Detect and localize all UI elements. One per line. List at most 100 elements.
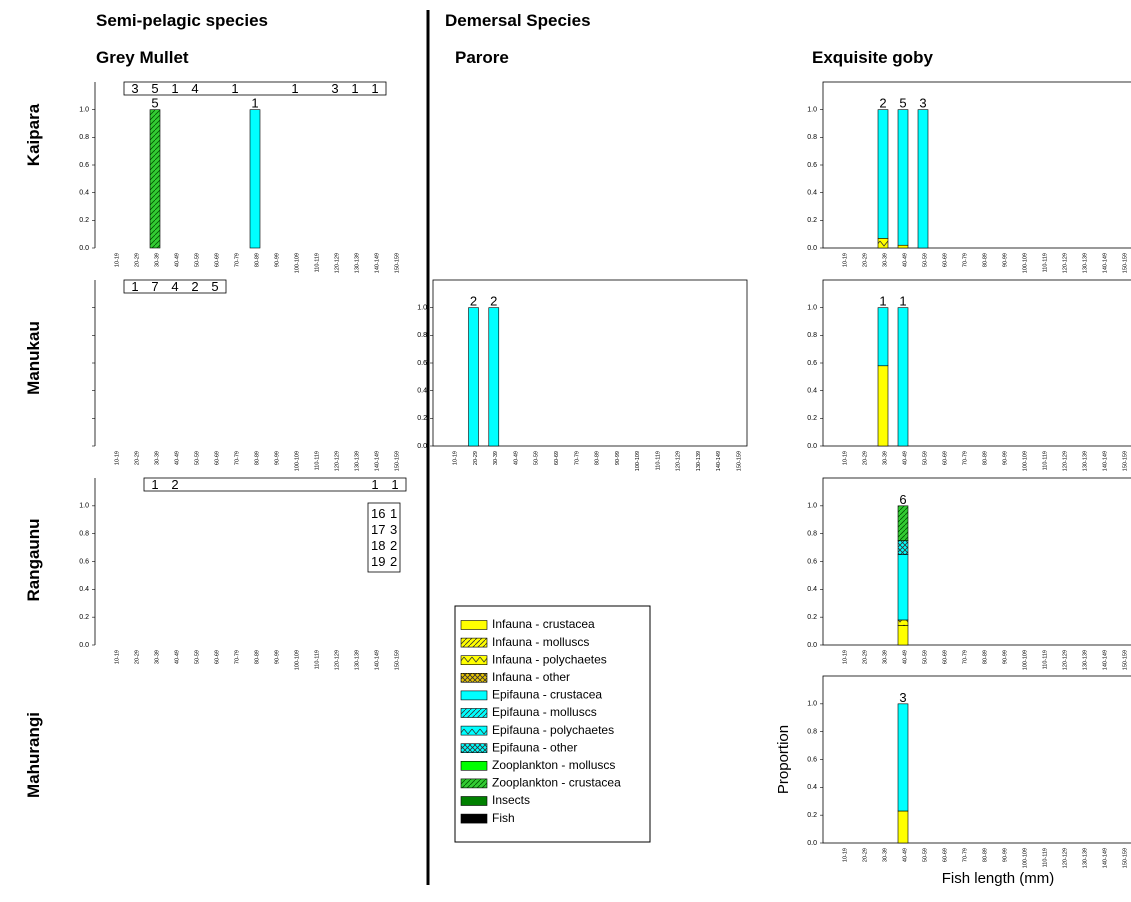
x-tick-label: 150-159	[1122, 848, 1128, 868]
x-tick-label: 10-19	[114, 650, 120, 664]
legend-label: Zooplankton - molluscs	[492, 758, 615, 772]
y-tick-label: 1.0	[807, 107, 817, 114]
x-tick-label: 10-19	[842, 848, 848, 862]
x-tick-label: 10-19	[842, 451, 848, 465]
legend-swatch	[460, 796, 488, 806]
x-tick-label: 90-99	[274, 650, 280, 664]
plot-frame	[822, 81, 1131, 249]
sample-size: 6	[899, 492, 906, 507]
x-tick-label: 30-39	[154, 650, 160, 664]
x-tick-label: 60-69	[214, 650, 220, 664]
bar-segment	[897, 619, 909, 626]
plot-frame	[822, 675, 1131, 844]
x-tick-label: 150-159	[394, 650, 400, 670]
count-label: 5	[211, 279, 218, 294]
x-tick-label: 50-59	[194, 451, 200, 465]
x-tick-label: 40-49	[174, 650, 180, 664]
legend-swatch	[460, 672, 488, 683]
sample-size: 2	[470, 294, 477, 309]
y-tick-label: 0.4	[79, 586, 89, 593]
y-tick-label: 0.8	[79, 531, 89, 538]
x-tick-label: 40-49	[902, 848, 908, 862]
count-label: 3	[331, 81, 338, 96]
x-tick-label: 130-139	[354, 451, 360, 471]
extra-count-value: 2	[390, 538, 397, 553]
x-tick-label: 90-99	[1002, 253, 1008, 267]
legend-label: Epifauna - crustacea	[492, 688, 602, 702]
x-tick-label: 50-59	[194, 650, 200, 664]
y-axis-label: Proportion	[775, 725, 792, 794]
extra-count-value: 3	[390, 522, 397, 537]
count-label: 1	[291, 81, 298, 96]
extra-count-box	[367, 502, 401, 573]
bar-segment	[468, 307, 479, 447]
y-tick-label: 0.4	[807, 586, 817, 593]
count-box	[143, 477, 407, 492]
x-tick-label: 140-149	[716, 451, 722, 471]
species-heading: Grey Mullet	[96, 48, 189, 67]
bar-segment	[897, 625, 909, 646]
x-tick-label: 30-39	[154, 451, 160, 465]
legend-swatch	[460, 620, 488, 630]
y-tick-label: 0.8	[807, 531, 817, 538]
sample-size: 2	[879, 96, 886, 111]
x-tick-label: 30-39	[154, 253, 160, 267]
x-tick-label: 40-49	[174, 253, 180, 267]
x-tick-label: 150-159	[1122, 650, 1128, 670]
legend-label: Epifauna - molluscs	[492, 705, 597, 719]
count-label: 1	[231, 81, 238, 96]
y-tick-label: 0.4	[807, 388, 817, 395]
count-label: 4	[191, 81, 198, 96]
bar-segment	[897, 810, 909, 844]
y-tick-label: 0.4	[807, 784, 817, 791]
y-tick-label: 0.8	[807, 332, 817, 339]
x-tick-label: 40-49	[902, 253, 908, 267]
x-tick-label: 100-109	[1022, 848, 1028, 868]
x-tick-label: 10-19	[842, 253, 848, 267]
x-tick-label: 80-89	[982, 451, 988, 465]
x-tick-label: 120-129	[676, 451, 682, 471]
x-tick-label: 130-139	[1082, 848, 1088, 868]
count-label: 7	[151, 279, 158, 294]
location-label: Manukau	[24, 321, 43, 395]
extra-count-length: 18	[371, 538, 385, 553]
x-tick-label: 70-79	[574, 451, 580, 465]
count-label: 1	[171, 81, 178, 96]
y-tick-label: 0.6	[417, 360, 427, 367]
bar-segment	[897, 505, 909, 541]
count-label: 1	[151, 477, 158, 492]
extra-count-length: 16	[371, 506, 385, 521]
x-tick-label: 80-89	[982, 650, 988, 664]
y-tick-label: 0.0	[807, 840, 817, 847]
x-tick-label: 70-79	[234, 451, 240, 465]
x-tick-label: 80-89	[254, 451, 260, 465]
sample-size: 1	[251, 96, 258, 111]
sample-size: 1	[879, 294, 886, 309]
x-tick-label: 130-139	[354, 650, 360, 670]
bar-segment	[897, 109, 909, 246]
x-tick-label: 40-49	[902, 650, 908, 664]
x-tick-label: 30-39	[882, 451, 888, 465]
group-heading: Semi-pelagic species	[96, 11, 268, 30]
x-tick-label: 70-79	[234, 253, 240, 267]
x-tick-label: 20-29	[134, 253, 140, 267]
count-label: 2	[171, 477, 178, 492]
y-tick-label: 0.8	[807, 134, 817, 141]
y-tick-label: 0.4	[807, 190, 817, 197]
bar-segment	[897, 307, 909, 447]
legend-label: Insects	[492, 793, 530, 807]
x-tick-label: 150-159	[736, 451, 742, 471]
x-tick-label: 100-109	[294, 253, 300, 273]
sample-size: 3	[899, 690, 906, 705]
x-tick-label: 70-79	[962, 451, 968, 465]
x-tick-label: 50-59	[534, 451, 540, 465]
x-tick-label: 110-119	[1042, 650, 1048, 669]
group-heading: Demersal Species	[445, 11, 591, 30]
x-tick-label: 110-119	[314, 650, 320, 669]
legend-swatch	[460, 690, 488, 701]
y-tick-label: 1.0	[807, 503, 817, 510]
x-tick-label: 150-159	[1122, 451, 1128, 471]
x-tick-label: 60-69	[942, 848, 948, 862]
y-tick-label: 1.0	[417, 305, 427, 312]
x-tick-label: 60-69	[942, 650, 948, 664]
